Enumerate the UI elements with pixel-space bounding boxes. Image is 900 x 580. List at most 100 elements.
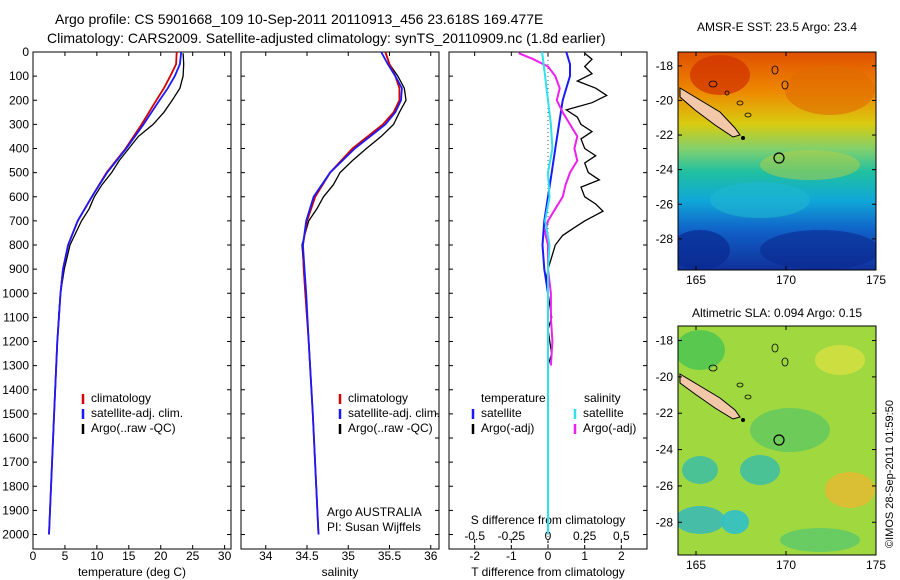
depth-tick-label: 1200 — [2, 335, 29, 349]
sla-lon-tick-label: 175 — [866, 558, 886, 572]
depth-tick-label: 700 — [9, 214, 29, 228]
title-line-1: Argo profile: CS 5901668_109 10-Sep-2011… — [55, 11, 544, 27]
depth-tick-label: 1400 — [2, 383, 29, 397]
depth-tick-label: 600 — [9, 190, 29, 204]
salinity-tick-label: 34 — [259, 549, 273, 563]
temperature-tick-label: 30 — [218, 549, 232, 563]
depth-tick-label: 0 — [22, 45, 29, 59]
temperature-tick-label: 20 — [154, 549, 168, 563]
legend-label: satellite — [481, 406, 522, 420]
sla-lon-tick-label: 165 — [686, 558, 706, 572]
sla-lat-tick-label: -28 — [656, 515, 674, 529]
depth-tick-label: 2000 — [2, 528, 29, 542]
legend-title-temperature: temperature — [481, 391, 546, 405]
pi-label: PI: Susan Wijffels — [327, 520, 421, 534]
depth-tick-label: 900 — [9, 262, 29, 276]
temperature-tick-label: 0 — [30, 549, 37, 563]
t-diff-tick-label: -2 — [469, 549, 480, 563]
depth-tick-label: 400 — [9, 142, 29, 156]
depth-tick-label: 1700 — [2, 455, 29, 469]
depth-tick-label: 800 — [9, 238, 29, 252]
argo-position-marker — [773, 434, 785, 446]
satellite-line — [48, 51, 183, 535]
t-diff-xlabel: T difference from climatology — [471, 565, 625, 579]
legend-label: climatology — [348, 391, 408, 405]
legend-label: Argo(-adj) — [583, 421, 636, 435]
sla-lon-tick-label: 170 — [776, 558, 796, 572]
depth-tick-label: 1300 — [2, 359, 29, 373]
sla-map — [678, 326, 876, 555]
argo-line — [57, 53, 185, 318]
temperature-tick-label: 5 — [62, 549, 69, 563]
legend-label: satellite — [583, 406, 624, 420]
s-satellite-diff-line — [541, 51, 554, 535]
salinity-tick-label: 36 — [424, 549, 438, 563]
salinity-tick-label: 35.5 — [378, 549, 402, 563]
sst-map-title: AMSR-E SST: 23.5 Argo: 23.4 — [697, 20, 857, 34]
salinity-chart-frame — [240, 51, 440, 550]
credit-text: ©IMOS 28-Sep-2011 01:59:50 — [884, 400, 896, 548]
temperature-tick-label: 15 — [122, 549, 136, 563]
legend-label: Argo(..raw -QC) — [91, 421, 176, 435]
salinity-tick-label: 35 — [342, 549, 356, 563]
sst-lat-tick-label: -26 — [656, 197, 674, 211]
depth-tick-label: 500 — [9, 166, 29, 180]
t-diff-tick-label: 1 — [581, 549, 588, 563]
s-diff-tick-label: 0.25 — [573, 529, 597, 543]
sst-lat-tick-label: -22 — [656, 128, 674, 142]
temperature-tick-label: 25 — [186, 549, 200, 563]
sst-lon-tick-label: 170 — [776, 273, 796, 287]
sla-lat-tick-label: -26 — [656, 479, 674, 493]
temperature-chart-frame — [32, 51, 232, 550]
sla-lat-tick-label: -18 — [656, 334, 674, 348]
sla-lat-tick-label: -24 — [656, 443, 674, 457]
salinity-xlabel: salinity — [322, 565, 359, 579]
legend-label: Argo(-adj) — [481, 421, 534, 435]
argo-program-label: Argo AUSTRALIA — [327, 505, 422, 519]
climatology-line — [48, 51, 178, 535]
t-diff-tick-label: 2 — [618, 549, 625, 563]
sst-lon-tick-label: 175 — [866, 273, 886, 287]
depth-tick-label: 1100 — [3, 310, 29, 324]
temperature-chart: 0100200300400500600700800900100011001200… — [2, 45, 231, 579]
map-axes: AMSR-E SST: 23.5 Argo: 23.4 165 170 175 -18 -… — [656, 20, 887, 572]
s-diff-tick-label: -0.5 — [464, 529, 485, 543]
depth-tick-label: 1800 — [2, 479, 29, 493]
sst-lon-tick-label: 165 — [686, 273, 706, 287]
sla-lat-tick-label: -20 — [656, 370, 674, 384]
depth-tick-label: 1500 — [2, 407, 29, 421]
sla-map-frame — [677, 325, 877, 556]
depth-tick-label: 1000 — [2, 286, 29, 300]
sst-lat-tick-label: -28 — [656, 232, 674, 246]
legend-title-salinity: salinity — [584, 391, 621, 405]
temperature-tick-label: 10 — [90, 549, 104, 563]
satellite-line — [301, 51, 403, 535]
depth-tick-label: 100 — [9, 69, 29, 83]
title-line-2: Climatology: CARS2009. Satellite-adjuste… — [47, 30, 606, 46]
s-diff-tick-label: -0.25 — [498, 529, 526, 543]
t-diff-tick-label: -1 — [506, 549, 517, 563]
t-diff-tick-label: 0 — [545, 549, 552, 563]
temperature-xlabel: temperature (deg C) — [78, 565, 186, 579]
sla-map-title: Altimetric SLA: 0.094 Argo: 0.15 — [692, 306, 862, 320]
sst-lat-tick-label: -24 — [656, 163, 674, 177]
t-satellite-diff-line — [541, 51, 571, 535]
sst-map-frame — [677, 51, 877, 271]
legend-label: satellite-adj. clim. — [91, 406, 183, 420]
depth-tick-label: 200 — [9, 93, 29, 107]
salinity-chart: 34 34.5 35 35.5 36 salinity climatologysatelli… — [240, 51, 440, 579]
legend-label: climatology — [91, 391, 151, 405]
s-diff-tick-label: 0.5 — [613, 529, 630, 543]
sst-lat-tick-label: -18 — [656, 59, 674, 73]
argo-line — [301, 52, 407, 342]
sst-lat-tick-label: -20 — [656, 93, 674, 107]
sst-map — [678, 52, 876, 270]
depth-tick-label: 1900 — [2, 503, 29, 517]
legend-label: Argo(..raw -QC) — [348, 421, 433, 435]
salinity-tick-label: 34.5 — [295, 549, 319, 563]
sla-lat-tick-label: -22 — [656, 406, 674, 420]
argo-position-marker — [773, 152, 785, 164]
new-caledonia-island — [679, 87, 741, 138]
